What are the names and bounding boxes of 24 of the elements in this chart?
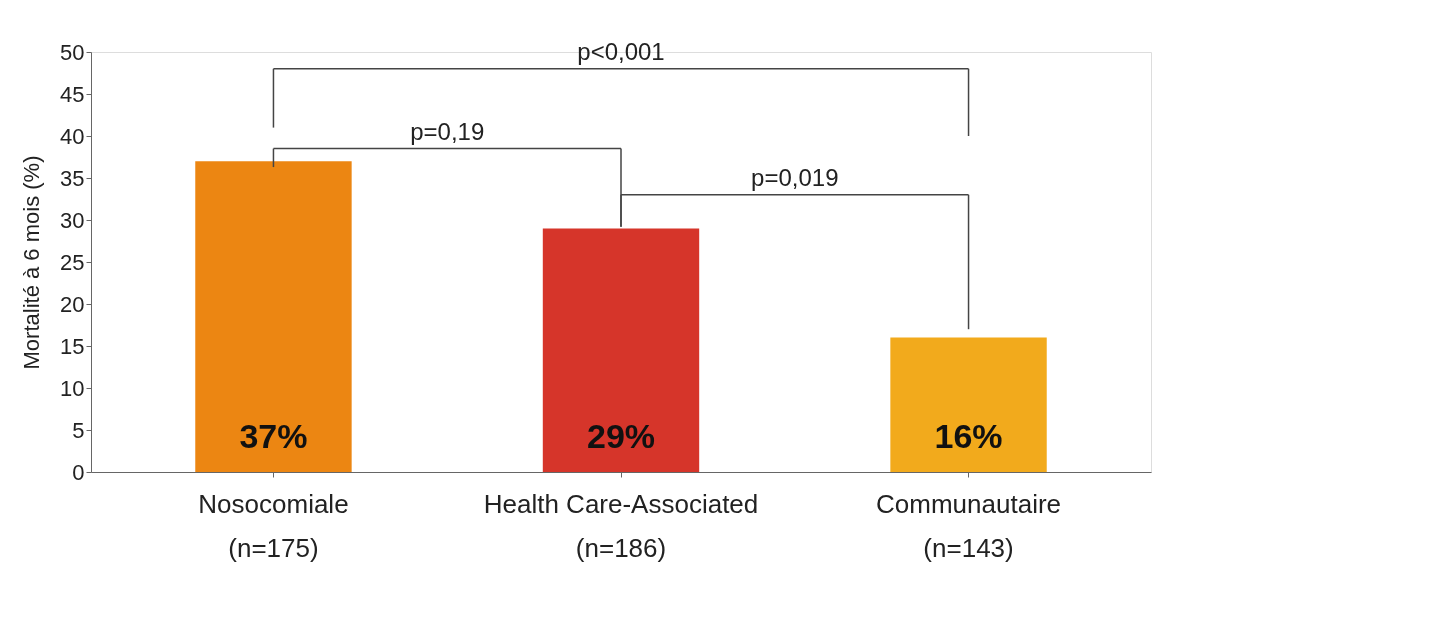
- y-tick-label: 25: [60, 249, 85, 275]
- y-tick-label: 35: [60, 165, 85, 191]
- x-tick-label: Health Care-Associated (n=186): [483, 488, 759, 563]
- x-tick-label: Communautaire (n=143): [876, 488, 1062, 563]
- x-tick-label: Nosocomiale (n=175): [198, 488, 349, 563]
- bar: [542, 228, 700, 472]
- annotation: p=0,019: [751, 163, 839, 191]
- y-tick-label: 40: [60, 123, 85, 149]
- y-tick-label: 5: [72, 417, 85, 443]
- y-axis-title: Mortalité à 6 mois (%): [19, 155, 45, 370]
- y-tick-label: 50: [60, 39, 85, 65]
- y-tick-label: 10: [60, 375, 85, 401]
- data-label: 29%: [586, 417, 656, 456]
- bar: [890, 337, 1047, 472]
- y-tick-label: 30: [60, 207, 85, 233]
- y-tick-label: 20: [60, 291, 85, 317]
- y-tick-label: 15: [60, 333, 85, 359]
- data-label: 37%: [239, 417, 308, 456]
- annotation: p<0,001: [577, 37, 665, 65]
- bar: [195, 161, 352, 472]
- y-tick-label: 0: [72, 459, 85, 485]
- data-label: 16%: [934, 417, 1003, 456]
- y-tick-label: 45: [60, 81, 85, 107]
- annotation: p=0,19: [410, 117, 485, 145]
